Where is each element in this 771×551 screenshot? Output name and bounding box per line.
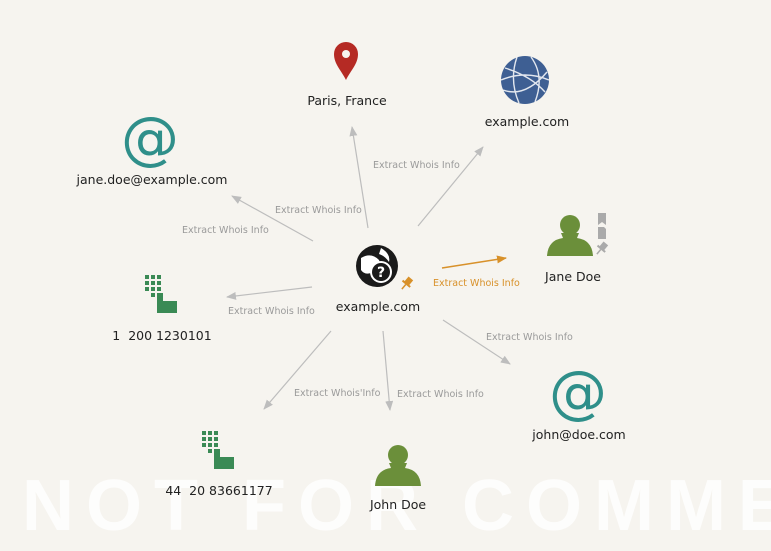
node-label-phone1[interactable]: 1 200 1230101 bbox=[112, 328, 212, 343]
node-label-center[interactable]: example.com bbox=[335, 299, 421, 314]
person-icon[interactable] bbox=[375, 445, 421, 486]
edge-to-john-email[interactable] bbox=[442, 319, 511, 365]
phone-keypad-icon[interactable] bbox=[145, 275, 177, 313]
node-label-paris[interactable]: Paris, France bbox=[307, 93, 387, 108]
edge-to-site[interactable] bbox=[417, 146, 484, 227]
bookmark-icon[interactable] bbox=[598, 213, 606, 225]
edge-to-phone1[interactable] bbox=[226, 286, 313, 300]
edge-to-paris[interactable] bbox=[349, 126, 369, 229]
node-label-john-email[interactable]: john@doe.com bbox=[532, 427, 626, 442]
node-label-jane[interactable]: Jane Doe bbox=[545, 269, 601, 284]
edge-label-phone1: Extract Whois Info bbox=[228, 306, 315, 317]
edge-label-jane-email: Extract Whois Info bbox=[182, 225, 269, 236]
location-pin-icon[interactable] bbox=[334, 42, 358, 80]
pin-icon[interactable] bbox=[398, 275, 415, 292]
person-icon[interactable] bbox=[547, 215, 593, 256]
pin-icon[interactable] bbox=[593, 240, 610, 257]
globe-icon[interactable] bbox=[500, 56, 550, 104]
edge-label-paris: Extract Whois Info bbox=[373, 160, 460, 171]
edge-to-jane[interactable] bbox=[441, 255, 507, 269]
node-label-john[interactable]: John Doe bbox=[369, 497, 427, 512]
edge-label-jane: Extract Whois Info bbox=[433, 278, 520, 289]
edge-to-phone2[interactable] bbox=[263, 330, 332, 410]
node-label-phone2[interactable]: 44 20 83661177 bbox=[165, 483, 273, 498]
edge-label-phone2: Extract Whois'Info bbox=[294, 388, 381, 399]
svg-text:?: ? bbox=[377, 265, 385, 281]
edge-to-jane-email[interactable] bbox=[231, 195, 314, 242]
email-at-icon[interactable]: @ bbox=[121, 104, 179, 172]
edge-label-john: Extract Whois Info bbox=[397, 389, 484, 400]
edge-label-jane-email-upper: Extract Whois Info bbox=[275, 205, 362, 216]
edge-to-john[interactable] bbox=[382, 330, 394, 411]
edge-label-john-email: Extract Whois Info bbox=[486, 332, 573, 343]
phone-keypad-icon[interactable] bbox=[202, 431, 234, 469]
node-label-site[interactable]: example.com bbox=[484, 114, 570, 129]
node-label-jane-email[interactable]: jane.doe@example.com bbox=[76, 172, 228, 187]
email-at-icon[interactable]: @ bbox=[549, 358, 607, 426]
whois-domain-icon[interactable]: ? bbox=[356, 245, 398, 287]
note-icon[interactable] bbox=[598, 227, 606, 239]
